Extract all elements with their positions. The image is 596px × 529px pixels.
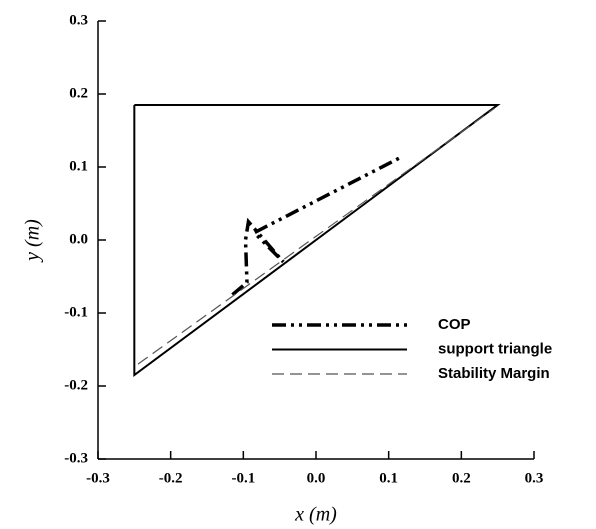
y-tick-label: -0.1	[64, 304, 88, 320]
x-tick-label: 0.1	[379, 470, 398, 486]
x-tick-label: -0.3	[86, 470, 110, 486]
x-tick-label: 0.2	[452, 470, 471, 486]
y-axis-label: y (m)	[22, 219, 44, 263]
legend-label: Stability Margin	[438, 365, 550, 382]
x-tick-label: -0.1	[231, 470, 255, 486]
legend-label: COP	[438, 316, 471, 333]
y-tick-label: 0.0	[69, 231, 88, 247]
x-tick-label: 0.3	[525, 470, 544, 486]
series-line	[137, 108, 495, 365]
y-tick-label: -0.2	[64, 377, 88, 393]
y-tick-label: 0.2	[69, 85, 88, 101]
y-tick-label: -0.3	[64, 450, 88, 466]
legend-label: support triangle	[438, 340, 552, 357]
series-line	[231, 154, 405, 297]
x-axis-label: x (m)	[294, 504, 337, 526]
x-tick-label: 0.0	[307, 470, 326, 486]
x-tick-label: -0.2	[159, 470, 183, 486]
y-tick-label: 0.1	[69, 158, 88, 174]
y-tick-label: 0.3	[69, 12, 88, 28]
series-line	[133, 103, 501, 378]
